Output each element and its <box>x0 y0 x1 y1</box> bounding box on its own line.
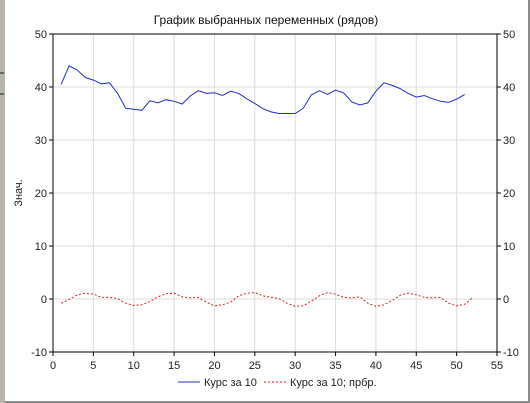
x-tick-label: 55 <box>491 360 503 372</box>
y-tick-label-right: 0 <box>503 294 509 306</box>
y-tick-label-right: 30 <box>503 135 515 147</box>
y-tick-label-right: 10 <box>503 241 515 253</box>
series-layer <box>60 65 474 307</box>
chart-title: График выбранных переменных (рядов) <box>154 13 379 27</box>
edge-tick <box>0 72 4 74</box>
y-tick-label-left: 40 <box>35 82 47 94</box>
series-line-1 <box>60 65 465 114</box>
x-tick-label: 10 <box>128 360 140 372</box>
grid <box>53 34 497 352</box>
x-tick-label: 45 <box>410 360 422 372</box>
y-tick-label-right: 50 <box>503 29 515 41</box>
y-tick-label-left: 0 <box>41 294 47 306</box>
x-tick-label: 50 <box>451 360 463 372</box>
x-tick-label: 25 <box>249 360 261 372</box>
y-tick-label-left: 20 <box>35 188 47 200</box>
y-tick-label-right: 40 <box>503 82 515 94</box>
x-tick-label: 40 <box>370 360 382 372</box>
x-tick-label: 30 <box>289 360 301 372</box>
y-tick-label-right: -10 <box>503 347 519 359</box>
legend: Курс за 10 Курс за 10; прбр. <box>178 377 377 389</box>
legend-label-2: Курс за 10; прбр. <box>290 377 377 389</box>
y-tick-label-left: 30 <box>35 135 47 147</box>
x-tick-label: 5 <box>90 360 96 372</box>
y-axis-title: Знач. <box>13 179 25 206</box>
x-tick-label: 35 <box>329 360 341 372</box>
y-tick-label-left: 50 <box>35 29 47 41</box>
y-tick-label-left: 10 <box>35 241 47 253</box>
series-line-2 <box>60 292 474 307</box>
y-tick-label-left: -10 <box>31 347 47 359</box>
x-tick-label: 0 <box>50 360 56 372</box>
legend-label-1: Курс за 10 <box>204 377 257 389</box>
edge-tick <box>0 93 4 95</box>
y-tick-label-right: 20 <box>503 188 515 200</box>
x-tick-label: 20 <box>208 360 220 372</box>
window-edge <box>0 0 5 403</box>
x-tick-label: 15 <box>168 360 180 372</box>
